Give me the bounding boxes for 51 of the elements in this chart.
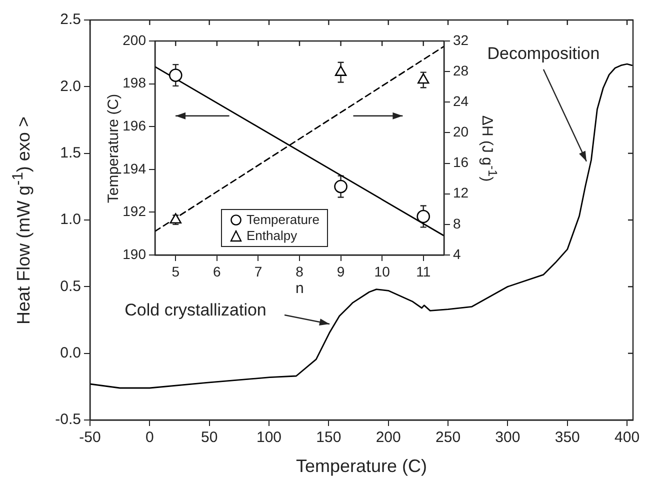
y-tick-label: 0.0 xyxy=(60,344,81,362)
y-tick-label: 196 xyxy=(122,117,146,134)
annotation: Cold crystallization xyxy=(124,300,266,320)
x-tick-label: 8 xyxy=(296,263,304,280)
x-tick-label: 6 xyxy=(213,263,222,280)
x-tick-label: 11 xyxy=(416,263,431,280)
y-tick-label: 194 xyxy=(122,160,146,176)
y-tick-label: 1.0 xyxy=(60,211,81,228)
x-tick-label: 5 xyxy=(172,263,180,280)
x-axis-title: n xyxy=(296,280,304,296)
point xyxy=(334,180,348,194)
y-tick-label: 2.5 xyxy=(60,11,81,28)
y-tick-label: 1.5 xyxy=(60,144,81,162)
x-tick-label: 0 xyxy=(146,429,154,446)
legend-label: Enthalpy xyxy=(246,228,298,244)
x-tick-label: 200 xyxy=(376,429,401,446)
y2-tick-label: 20 xyxy=(453,124,469,140)
point xyxy=(334,66,347,76)
y-tick-label: 190 xyxy=(122,246,146,262)
y2-tick-label: 28 xyxy=(453,62,469,78)
y-tick-label: 0.5 xyxy=(60,278,81,295)
point xyxy=(170,213,182,224)
point xyxy=(416,210,430,224)
x-tick-label: 300 xyxy=(495,429,520,446)
y2-tick-label: 32 xyxy=(453,32,469,48)
annotation: Decomposition xyxy=(487,44,600,64)
x-axis-title: Temperature (C) xyxy=(296,456,428,476)
x-tick-label: 100 xyxy=(256,429,282,446)
point xyxy=(418,73,430,84)
y2-tick-label: 8 xyxy=(453,215,461,232)
legend-label: Temperature xyxy=(246,212,320,228)
y-tick-label: 192 xyxy=(122,203,146,220)
y-tick-label: 2.0 xyxy=(60,78,81,95)
x-tick-label: 50 xyxy=(200,429,218,446)
x-tick-label: 7 xyxy=(254,263,262,280)
y-tick-label: 198 xyxy=(122,74,146,91)
y2-tick-label: 16 xyxy=(453,154,469,170)
y2-tick-label: 4 xyxy=(453,246,461,262)
point xyxy=(168,68,182,82)
y-tick-label: 200 xyxy=(122,32,146,48)
y2-tick-label: 12 xyxy=(453,184,469,201)
x-tick-label: -50 xyxy=(79,429,101,446)
y-tick-label: -0.5 xyxy=(55,411,81,428)
y2-tick-label: 24 xyxy=(453,93,469,109)
x-tick-label: 9 xyxy=(336,263,345,280)
x-tick-label: 10 xyxy=(374,263,390,280)
x-tick-label: 250 xyxy=(436,429,461,446)
x-tick-label: 150 xyxy=(316,429,342,446)
x-tick-label: 350 xyxy=(554,429,580,446)
y-axis-title: Temperature (C) xyxy=(104,93,122,203)
x-tick-label: 400 xyxy=(614,429,640,446)
